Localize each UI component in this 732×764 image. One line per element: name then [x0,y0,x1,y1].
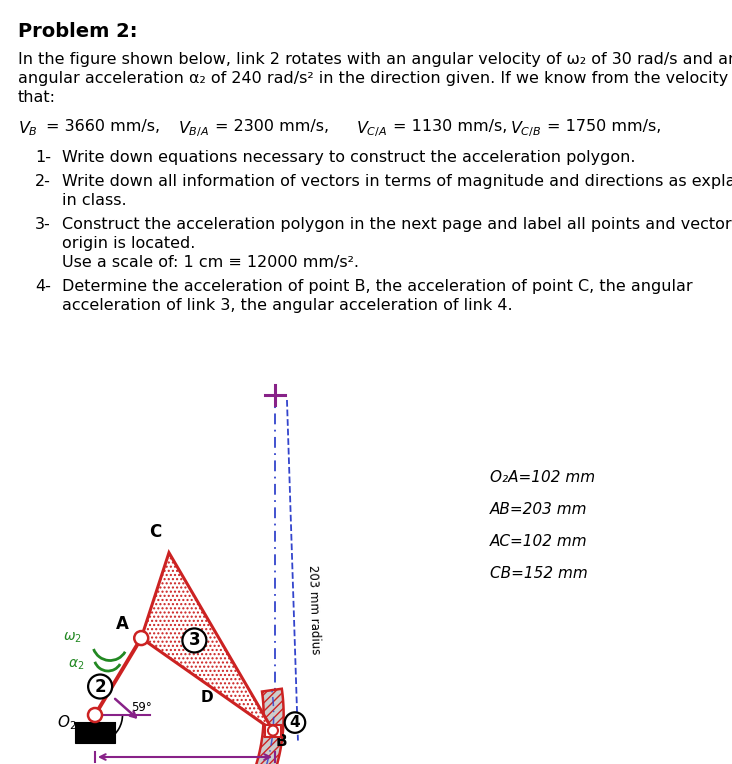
Text: acceleration of link 3, the angular acceleration of link 4.: acceleration of link 3, the angular acce… [62,298,512,313]
Text: C: C [149,523,161,541]
Text: = 2300 mm/s,: = 2300 mm/s, [215,119,329,134]
Text: 3-: 3- [35,217,51,232]
Text: Construct the acceleration polygon in the next page and label all points and vec: Construct the acceleration polygon in th… [62,217,732,232]
Text: $V_B$: $V_B$ [18,119,38,138]
Text: 3: 3 [189,631,200,649]
Circle shape [268,726,278,736]
Text: $\omega_2$: $\omega_2$ [63,631,82,646]
Text: = 3660 mm/s,: = 3660 mm/s, [46,119,160,134]
Polygon shape [75,723,115,743]
Polygon shape [141,552,273,730]
Text: $V_{B/A}$: $V_{B/A}$ [178,119,209,139]
Text: Use a scale of: 1 cm ≡ 12000 mm/s².: Use a scale of: 1 cm ≡ 12000 mm/s². [62,255,359,270]
Text: O₂A=102 mm: O₂A=102 mm [490,470,595,485]
Circle shape [88,708,102,722]
Text: AC=102 mm: AC=102 mm [490,534,588,549]
Text: $V_{C/A}$: $V_{C/A}$ [356,119,387,139]
Text: 1-: 1- [35,150,51,165]
Text: 4: 4 [290,715,300,730]
Text: D: D [201,691,213,705]
Text: Determine the acceleration of point B, the acceleration of point C, the angular: Determine the acceleration of point B, t… [62,279,692,294]
Text: origin is located.: origin is located. [62,236,195,251]
Text: CB=152 mm: CB=152 mm [490,566,588,581]
Text: 4-: 4- [35,279,51,294]
Text: $V_{C/B}$: $V_{C/B}$ [510,119,542,139]
Text: angular acceleration α₂ of 240 rad/s² in the direction given. If we know from th: angular acceleration α₂ of 240 rad/s² in… [18,71,732,86]
Text: 203 mm radius: 203 mm radius [307,565,322,655]
Text: AB=203 mm: AB=203 mm [490,502,588,517]
Text: In the figure shown below, link 2 rotates with an angular velocity of ω₂ of 30 r: In the figure shown below, link 2 rotate… [18,52,732,67]
Text: Problem 2:: Problem 2: [18,22,138,41]
Text: Write down equations necessary to construct the acceleration polygon.: Write down equations necessary to constr… [62,150,635,165]
Polygon shape [214,689,283,764]
Text: 59°: 59° [131,701,152,714]
Text: that:: that: [18,90,56,105]
Polygon shape [265,724,281,736]
Text: = 1130 mm/s,: = 1130 mm/s, [393,119,507,134]
Circle shape [134,631,148,645]
Text: in class.: in class. [62,193,127,208]
Text: = 1750 mm/s,: = 1750 mm/s, [547,119,662,134]
Text: Write down all information of vectors in terms of magnitude and directions as ex: Write down all information of vectors in… [62,174,732,189]
Text: $\alpha_2$: $\alpha_2$ [67,658,84,672]
Text: 2: 2 [94,678,106,695]
Text: B: B [276,733,288,749]
Text: 2-: 2- [35,174,51,189]
Text: $O_2$: $O_2$ [57,714,77,733]
Text: A: A [116,615,130,633]
